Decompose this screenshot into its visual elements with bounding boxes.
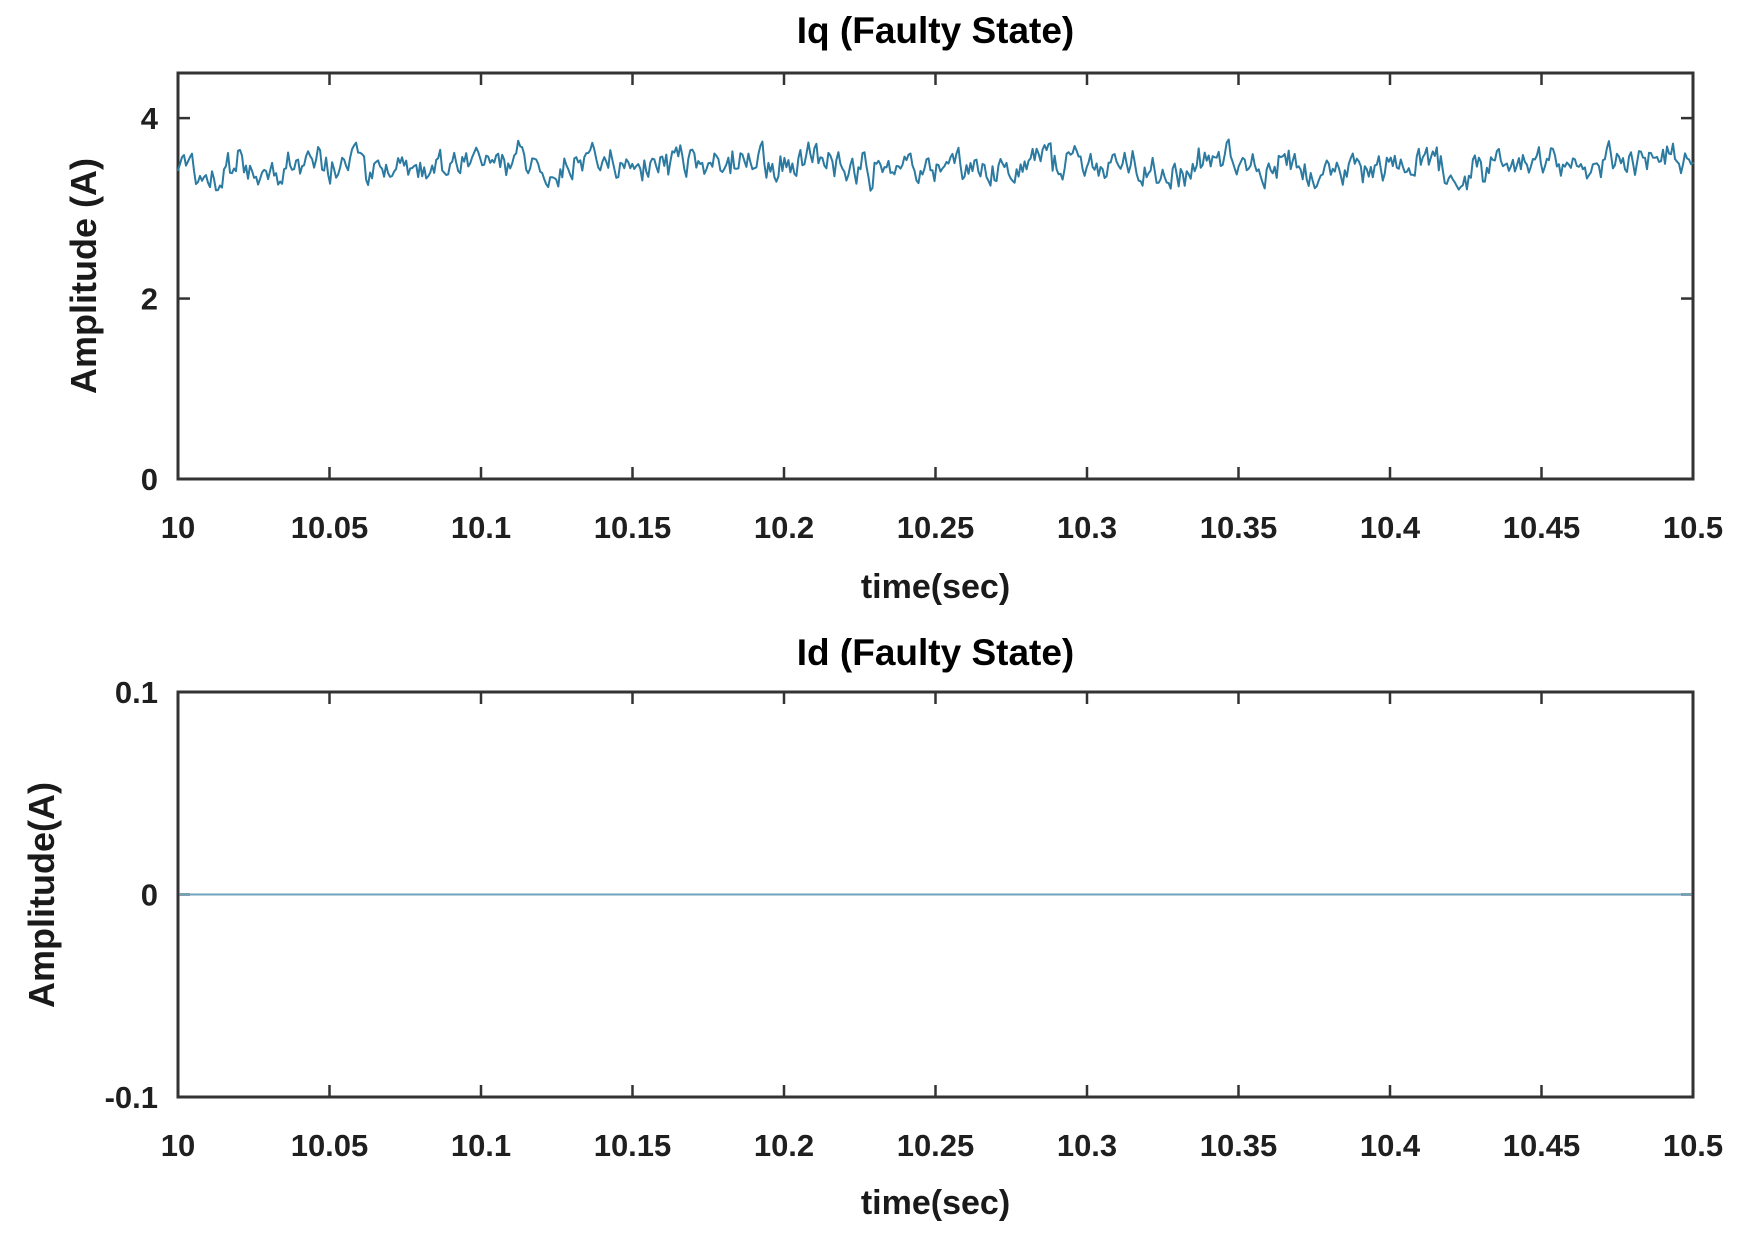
y-tick-label: 0 [141, 462, 158, 497]
plot1-y-axis-label: Amplitude (A) [63, 158, 104, 394]
y-tick-label: -0.1 [105, 1080, 158, 1115]
y-tick-label: 0.1 [115, 675, 158, 710]
x-tick-label: 10 [161, 1128, 195, 1163]
x-tick-label: 10.25 [897, 510, 975, 545]
x-tick-label: 10.4 [1360, 510, 1421, 545]
x-tick-label: 10.25 [897, 1128, 975, 1163]
x-tick-label: 10.45 [1503, 1128, 1581, 1163]
x-tick-label: 10.05 [291, 1128, 369, 1163]
x-tick-label: 10 [161, 510, 195, 545]
x-tick-label: 10.4 [1360, 1128, 1421, 1163]
plot2-title: Id (Faulty State) [796, 632, 1075, 673]
y-tick-label: 0 [141, 878, 158, 913]
x-tick-label: 10.5 [1663, 510, 1723, 545]
x-tick-label: 10.15 [594, 510, 672, 545]
y-tick-label: 2 [141, 282, 158, 317]
x-tick-label: 10.15 [594, 1128, 672, 1163]
x-tick-label: 10.35 [1200, 510, 1278, 545]
y-tick-label: 4 [141, 101, 159, 136]
plot2-y-axis-label: Amplitude(A) [21, 782, 62, 1008]
x-tick-label: 10.05 [291, 510, 369, 545]
x-tick-label: 10.2 [754, 1128, 814, 1163]
x-tick-label: 10.45 [1503, 510, 1581, 545]
x-tick-label: 10.1 [451, 510, 511, 545]
x-tick-label: 10.5 [1663, 1128, 1723, 1163]
x-tick-label: 10.2 [754, 510, 814, 545]
subplot-2: 10 10.05 10.1 10.15 10.2 10.25 10.3 10.35 10.4 10… [105, 675, 1724, 1163]
plot2-x-axis-label: time(sec) [860, 1184, 1011, 1222]
x-tick-label: 10.1 [451, 1128, 511, 1163]
series-line-Iq [177, 138, 1694, 192]
x-tick-label: 10.3 [1057, 1128, 1117, 1163]
x-tick-label: 10.35 [1200, 1128, 1278, 1163]
plot1-x-axis-label: time(sec) [860, 568, 1011, 606]
x-tick-label: 10.3 [1057, 510, 1117, 545]
plot1-title: Iq (Faulty State) [796, 10, 1075, 51]
subplot-1: 10 10.05 10.1 10.15 10.2 10.25 10.3 10.35 10.4 10… [141, 71, 1723, 545]
